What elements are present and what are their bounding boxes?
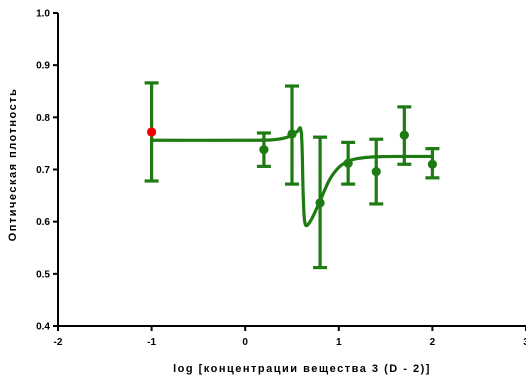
data-point <box>371 166 381 177</box>
y-tick-label: 0.5 <box>36 269 50 280</box>
y-axis-title: Оптическая плотность <box>7 88 19 242</box>
fit-curve-layer <box>150 126 434 228</box>
y-tick-label: 0.7 <box>36 165 50 176</box>
x-tick-label: -2 <box>54 337 63 348</box>
fit-curve <box>150 126 434 228</box>
data-point <box>315 198 325 208</box>
x-tick-label: 3 <box>523 337 526 348</box>
error-bar-layer <box>144 81 440 270</box>
axes: 0.4 0.5 0.6 0.7 0.8 0.9 1.0 -2 -1 0 1 2 3 <box>36 9 526 348</box>
data-point <box>147 127 157 137</box>
x-tick-label: 0 <box>242 337 248 348</box>
y-tick-label: 0.8 <box>36 113 50 124</box>
data-point <box>427 159 437 169</box>
y-tick-label: 0.4 <box>36 322 50 333</box>
y-tick-label: 0.6 <box>36 217 50 228</box>
data-point-layer <box>147 127 437 208</box>
data-point <box>259 145 269 155</box>
x-axis-title: log [концентрации вещества 3 (D - 2)] <box>173 363 431 375</box>
data-point <box>343 158 353 168</box>
x-tick-label: -1 <box>147 337 156 348</box>
data-point <box>399 130 409 140</box>
y-tick-label: 0.9 <box>36 61 50 72</box>
y-tick-label: 1.0 <box>36 9 50 20</box>
data-point <box>287 129 297 139</box>
x-tick-label: 1 <box>336 337 342 348</box>
x-tick-label: 2 <box>430 337 436 348</box>
